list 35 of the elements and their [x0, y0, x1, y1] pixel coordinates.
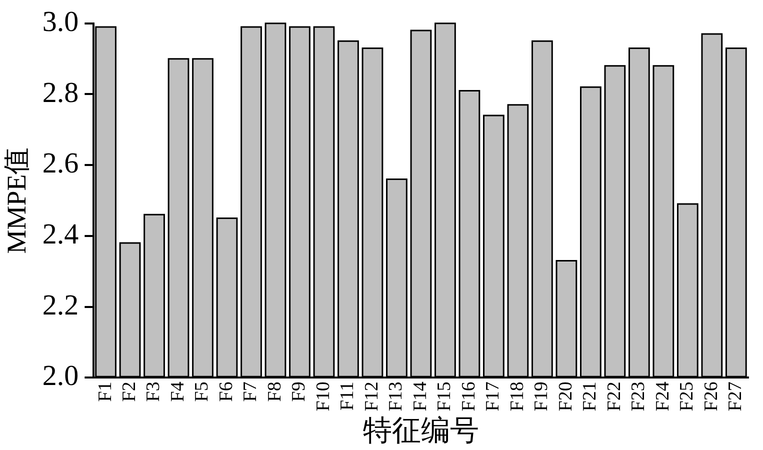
- y-tick-label: 2.8: [42, 76, 79, 109]
- x-tick-label: F12: [361, 382, 382, 412]
- x-tick-label: F7: [240, 382, 262, 402]
- x-tick-label: F22: [604, 382, 625, 412]
- x-tick-label: F26: [700, 382, 722, 412]
- x-tick-label: F4: [167, 381, 188, 402]
- x-tick-label: F9: [288, 382, 310, 402]
- x-tick-label: F10: [312, 382, 334, 412]
- x-tick-label: F15: [434, 382, 456, 412]
- x-tick-label: F13: [386, 382, 407, 412]
- x-tick-label: F1: [94, 382, 116, 402]
- y-tick-label: 2.0: [42, 360, 79, 392]
- y-tick-label: 2.6: [42, 148, 79, 180]
- x-tick-label: F14: [410, 381, 431, 412]
- x-tick-label: F23: [628, 382, 650, 412]
- x-tick-label: F5: [192, 382, 213, 402]
- x-tick-label: F24: [652, 381, 674, 412]
- y-axis-title: MMPE值: [1, 147, 32, 254]
- x-tick-label: F20: [555, 382, 576, 412]
- x-tick-label: F11: [337, 382, 358, 411]
- x-tick-label: F25: [676, 382, 698, 412]
- x-tick-label: F27: [725, 382, 746, 412]
- y-tick-label: 2.2: [42, 289, 79, 322]
- x-tick-label: F16: [458, 382, 480, 412]
- x-tick-label: F2: [119, 382, 140, 402]
- x-tick-label: F17: [482, 382, 504, 412]
- x-tick-label: F18: [506, 382, 528, 412]
- x-axis-title: 特征编号: [362, 415, 479, 448]
- x-tick-label: F19: [531, 382, 552, 412]
- x-tick-label: F8: [264, 382, 286, 402]
- x-tick-label: F6: [216, 382, 237, 402]
- x-tick-label: F3: [143, 382, 164, 402]
- x-tick-label: F21: [580, 382, 601, 412]
- y-tick-label: 2.4: [42, 218, 80, 251]
- y-tick-label: 3.0: [42, 6, 79, 38]
